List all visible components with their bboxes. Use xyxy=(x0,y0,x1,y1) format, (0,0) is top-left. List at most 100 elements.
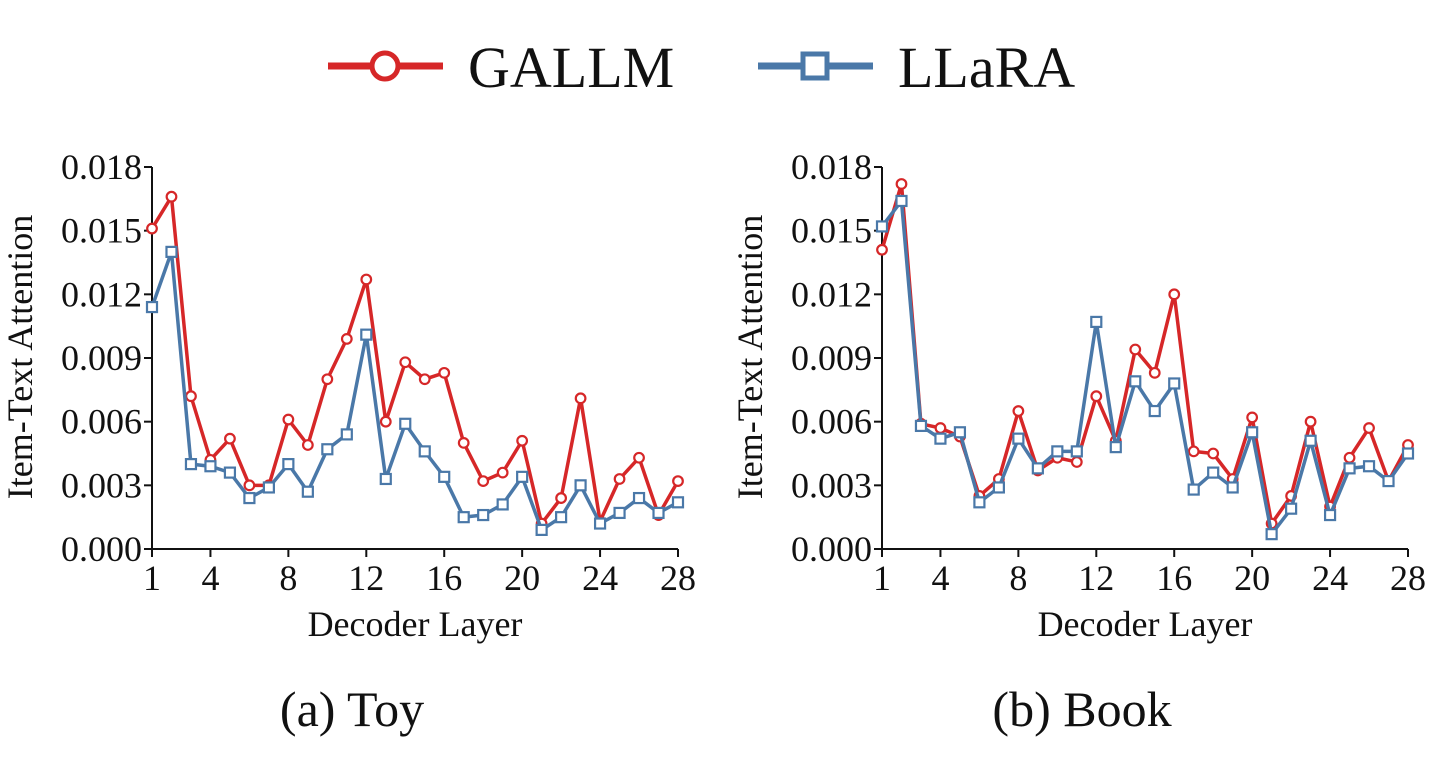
y-axis-title-toy: Item-Text Attention xyxy=(0,215,40,499)
data-point-llara xyxy=(379,472,392,486)
x-tick-label: 4 xyxy=(201,558,219,598)
data-point-llara xyxy=(934,432,947,445)
series-line-llara-toy xyxy=(150,251,679,533)
legend-label-gallm: GALLM xyxy=(468,35,674,100)
data-point-llara xyxy=(399,417,412,430)
data-point-llara xyxy=(282,458,295,471)
data-point-llara xyxy=(496,498,509,511)
data-point-llara xyxy=(1362,460,1376,473)
data-point-llara xyxy=(321,443,334,456)
data-point-llara xyxy=(223,466,237,479)
data-point-llara xyxy=(1285,502,1298,515)
panel-caption-toy: (a) Toy xyxy=(280,681,424,737)
x-tick-label: 24 xyxy=(1312,558,1348,598)
y-tick-label: 0.006 xyxy=(791,402,872,442)
x-tick-label: 1 xyxy=(873,558,891,598)
data-point-gallm xyxy=(633,451,645,464)
data-point-llara xyxy=(516,470,529,483)
y-tick-label: 0.003 xyxy=(61,465,142,505)
data-point-llara xyxy=(1207,466,1220,479)
x-tick-label: 24 xyxy=(582,558,618,598)
data-point-llara xyxy=(953,426,967,439)
data-point-llara xyxy=(1343,462,1356,475)
data-point-llara xyxy=(1070,445,1083,458)
y-axis-title-book: Item-Text Attention xyxy=(730,215,770,499)
x-tick-label: 1 xyxy=(143,558,161,598)
data-point-llara xyxy=(1109,441,1122,454)
data-point-gallm xyxy=(1148,366,1161,379)
data-point-gallm xyxy=(1207,447,1220,460)
panel-caption-book: (b) Book xyxy=(992,681,1171,737)
y-tick-label: 0.003 xyxy=(791,465,872,505)
x-tick-label: 12 xyxy=(1078,558,1114,598)
data-point-gallm xyxy=(477,475,490,487)
data-point-gallm xyxy=(895,178,908,190)
data-point-llara xyxy=(914,419,928,433)
data-point-gallm xyxy=(360,273,373,286)
data-point-llara xyxy=(340,428,353,441)
x-axis-title-toy: Decoder Layer xyxy=(308,604,523,644)
data-point-llara xyxy=(1012,432,1025,445)
data-point-llara xyxy=(1382,474,1395,488)
data-point-llara xyxy=(1168,377,1181,390)
data-point-gallm xyxy=(934,422,947,434)
data-point-gallm xyxy=(224,432,236,445)
x-tick-label: 8 xyxy=(279,558,297,598)
legend-marker-llara xyxy=(800,51,830,81)
data-point-gallm xyxy=(516,434,529,447)
x-tick-label: 16 xyxy=(1156,558,1192,598)
data-point-gallm xyxy=(457,436,470,449)
data-point-gallm xyxy=(340,333,353,345)
x-tick-label: 16 xyxy=(426,558,462,598)
data-point-llara xyxy=(535,523,548,537)
chart-panel-book: Item-Text Attention Decoder Layer (b) Bo… xyxy=(730,147,1426,737)
data-point-llara xyxy=(613,506,626,520)
y-tick-label: 0.006 xyxy=(61,402,142,442)
data-point-gallm xyxy=(301,439,314,451)
y-tick-label: 0.009 xyxy=(791,338,872,378)
data-point-llara xyxy=(165,245,178,258)
data-point-gallm xyxy=(438,366,451,379)
data-point-llara xyxy=(1323,508,1337,522)
y-tick-label: 0.018 xyxy=(791,147,872,187)
data-point-llara xyxy=(477,508,490,522)
data-point-llara xyxy=(184,458,198,471)
x-tick-label: 8 xyxy=(1009,558,1027,598)
data-point-gallm xyxy=(1187,445,1200,458)
x-tick-label: 20 xyxy=(504,558,540,598)
data-point-gallm xyxy=(399,356,412,369)
data-point-gallm xyxy=(1168,288,1181,301)
data-point-llara xyxy=(204,460,217,473)
data-point-llara xyxy=(1187,483,1200,496)
data-point-gallm xyxy=(146,222,158,235)
legend: GALLM LLaRA xyxy=(328,35,1075,100)
chart-panel-toy: Item-Text Attention Decoder Layer (a) To… xyxy=(0,147,696,737)
data-point-gallm xyxy=(1129,343,1142,356)
data-point-gallm xyxy=(1343,451,1356,464)
data-point-gallm xyxy=(574,392,587,405)
data-point-gallm xyxy=(1012,405,1025,417)
x-tick-label: 12 xyxy=(348,558,384,598)
data-point-llara xyxy=(1129,375,1142,388)
data-point-gallm xyxy=(1070,456,1083,468)
legend-item-gallm: GALLM xyxy=(328,35,674,100)
data-point-llara xyxy=(360,328,373,341)
data-point-llara xyxy=(671,496,685,509)
data-point-gallm xyxy=(1363,422,1375,434)
data-point-llara xyxy=(973,496,986,509)
data-point-gallm xyxy=(876,243,888,256)
data-point-gallm xyxy=(165,190,178,203)
x-tick-label: 20 xyxy=(1234,558,1270,598)
data-point-llara xyxy=(438,470,451,483)
data-point-llara xyxy=(875,220,889,233)
data-point-llara xyxy=(1090,315,1103,329)
data-point-llara xyxy=(1226,481,1239,494)
data-point-gallm xyxy=(672,475,684,487)
data-point-gallm xyxy=(243,479,256,492)
data-point-gallm xyxy=(185,390,197,403)
series-line-gallm-toy xyxy=(150,191,680,528)
data-point-llara xyxy=(652,506,665,520)
data-point-llara xyxy=(262,481,275,494)
data-point-gallm xyxy=(1304,415,1317,428)
